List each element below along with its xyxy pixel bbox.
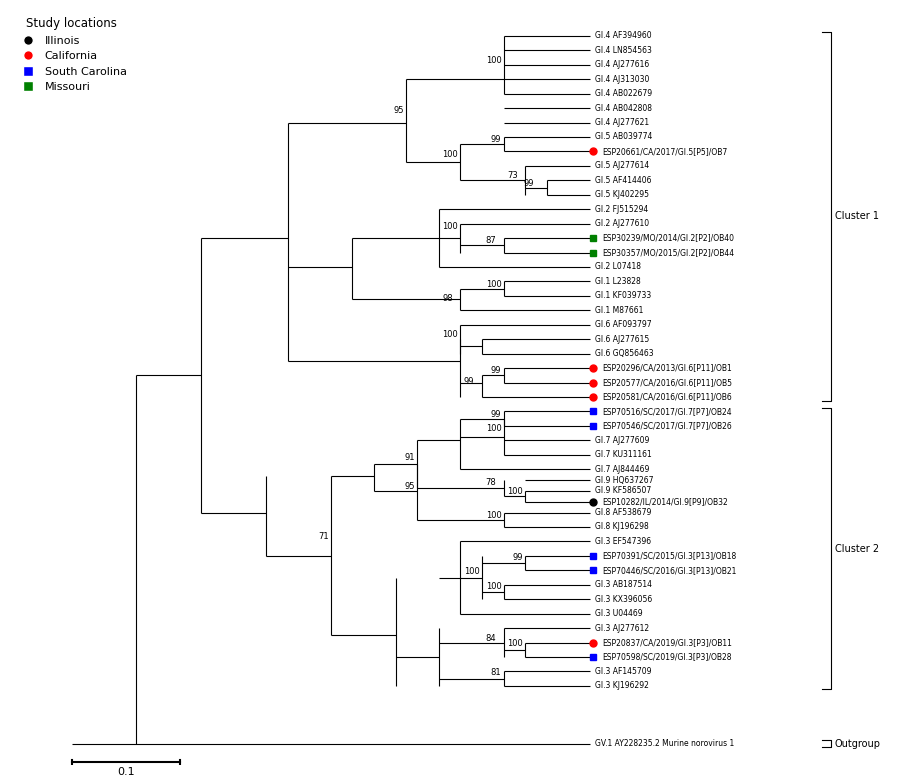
Text: GI.3 AJ277612: GI.3 AJ277612 — [595, 623, 650, 633]
Text: GI.8 AF538679: GI.8 AF538679 — [595, 508, 652, 517]
Text: ESP70446/SC/2016/GI.3[P13]/OB21: ESP70446/SC/2016/GI.3[P13]/OB21 — [602, 566, 736, 575]
Text: 100: 100 — [443, 150, 458, 158]
Text: GI.3 KJ196292: GI.3 KJ196292 — [595, 681, 649, 691]
Text: 100: 100 — [443, 222, 458, 230]
Text: ESP70391/SC/2015/GI.3[P13]/OB18: ESP70391/SC/2015/GI.3[P13]/OB18 — [602, 551, 736, 561]
Text: GI.1 L23828: GI.1 L23828 — [595, 277, 641, 286]
Text: GI.4 AJ313030: GI.4 AJ313030 — [595, 74, 650, 84]
Text: 99: 99 — [523, 179, 534, 187]
Text: 99: 99 — [512, 553, 523, 561]
Text: 99: 99 — [491, 409, 501, 419]
Text: ESP70516/SC/2017/GI.7[P7]/OB24: ESP70516/SC/2017/GI.7[P7]/OB24 — [602, 407, 732, 416]
Text: GI.4 AB042808: GI.4 AB042808 — [595, 103, 652, 113]
Text: GI.5 AF414406: GI.5 AF414406 — [595, 176, 652, 185]
Text: ESP30357/MO/2015/GI.2[P2]/OB44: ESP30357/MO/2015/GI.2[P2]/OB44 — [602, 248, 734, 257]
Text: 100: 100 — [486, 582, 501, 590]
Text: GI.2 L07418: GI.2 L07418 — [595, 263, 642, 271]
Text: 100: 100 — [486, 510, 501, 520]
Text: 100: 100 — [486, 424, 501, 433]
Text: Cluster 2: Cluster 2 — [835, 543, 879, 554]
Text: ESP70546/SC/2017/GI.7[P7]/OB26: ESP70546/SC/2017/GI.7[P7]/OB26 — [602, 421, 732, 430]
Text: 100: 100 — [464, 567, 480, 576]
Text: GV.1 AY228235.2 Murine norovirus 1: GV.1 AY228235.2 Murine norovirus 1 — [595, 739, 734, 748]
Text: 99: 99 — [491, 135, 501, 144]
Text: 78: 78 — [485, 478, 496, 487]
Text: 71: 71 — [318, 532, 328, 542]
Text: GI.7 KU311161: GI.7 KU311161 — [595, 450, 652, 459]
Text: ESP70598/SC/2019/GI.3[P3]/OB28: ESP70598/SC/2019/GI.3[P3]/OB28 — [602, 652, 732, 662]
Text: 73: 73 — [507, 171, 517, 180]
Text: 98: 98 — [442, 294, 453, 303]
Text: GI.2 AJ277610: GI.2 AJ277610 — [595, 219, 650, 228]
Text: ESP20581/CA/2016/GI.6[P11]/OB6: ESP20581/CA/2016/GI.6[P11]/OB6 — [602, 393, 732, 401]
Text: GI.4 AF394960: GI.4 AF394960 — [595, 31, 652, 40]
Text: GI.3 KX396056: GI.3 KX396056 — [595, 595, 652, 604]
Text: 100: 100 — [508, 639, 523, 648]
Text: GI.5 AJ277614: GI.5 AJ277614 — [595, 162, 650, 170]
Text: ESP30239/MO/2014/GI.2[P2]/OB40: ESP30239/MO/2014/GI.2[P2]/OB40 — [602, 234, 734, 242]
Text: 99: 99 — [464, 377, 474, 387]
Text: ESP20296/CA/2013/GI.6[P11]/OB1: ESP20296/CA/2013/GI.6[P11]/OB1 — [602, 364, 732, 372]
Text: GI.3 AF145709: GI.3 AF145709 — [595, 667, 652, 676]
Text: GI.4 LN854563: GI.4 LN854563 — [595, 45, 652, 55]
Text: 100: 100 — [443, 330, 458, 339]
Text: ESP20837/CA/2019/GI.3[P3]/OB11: ESP20837/CA/2019/GI.3[P3]/OB11 — [602, 638, 732, 647]
Text: GI.4 AJ277621: GI.4 AJ277621 — [595, 118, 650, 127]
Text: GI.4 AJ277616: GI.4 AJ277616 — [595, 60, 650, 69]
Text: 84: 84 — [485, 633, 496, 643]
Text: ESP20577/CA/2016/GI.6[P11]/OB5: ESP20577/CA/2016/GI.6[P11]/OB5 — [602, 378, 732, 387]
Text: GI.9 HQ637267: GI.9 HQ637267 — [595, 476, 653, 485]
Text: GI.3 AB187514: GI.3 AB187514 — [595, 580, 652, 590]
Text: 81: 81 — [491, 668, 501, 677]
Text: 95: 95 — [404, 482, 415, 491]
Text: ESP20661/CA/2017/GI.5[P5]/OB7: ESP20661/CA/2017/GI.5[P5]/OB7 — [602, 147, 727, 156]
Text: 87: 87 — [485, 236, 496, 245]
Text: GI.7 AJ844469: GI.7 AJ844469 — [595, 465, 650, 474]
Text: GI.6 AJ277615: GI.6 AJ277615 — [595, 335, 650, 343]
Text: GI.5 AB039774: GI.5 AB039774 — [595, 132, 652, 141]
Text: GI.9 KF586507: GI.9 KF586507 — [595, 486, 652, 495]
Text: GI.1 KF039733: GI.1 KF039733 — [595, 292, 652, 300]
Text: 100: 100 — [508, 488, 523, 496]
Text: GI.1 M87661: GI.1 M87661 — [595, 306, 643, 315]
Text: GI.3 U04469: GI.3 U04469 — [595, 609, 643, 618]
Text: 95: 95 — [393, 107, 404, 115]
Text: GI.2 FJ515294: GI.2 FJ515294 — [595, 205, 649, 214]
Text: Outgroup: Outgroup — [835, 739, 881, 749]
Text: 91: 91 — [404, 453, 415, 462]
Text: 100: 100 — [486, 280, 501, 289]
Text: GI.6 AF093797: GI.6 AF093797 — [595, 320, 652, 329]
Text: GI.4 AB022679: GI.4 AB022679 — [595, 89, 652, 98]
Legend: Illinois, California, South Carolina, Missouri: Illinois, California, South Carolina, Mi… — [13, 13, 131, 96]
Text: 0.1: 0.1 — [117, 768, 134, 778]
Text: 100: 100 — [486, 56, 501, 65]
Text: GI.6 GQ856463: GI.6 GQ856463 — [595, 349, 654, 358]
Text: 99: 99 — [491, 366, 501, 376]
Text: GI.7 AJ277609: GI.7 AJ277609 — [595, 436, 650, 445]
Text: GI.5 KJ402295: GI.5 KJ402295 — [595, 191, 649, 199]
Text: GI.8 KJ196298: GI.8 KJ196298 — [595, 522, 649, 532]
Text: GI.3 EF547396: GI.3 EF547396 — [595, 537, 652, 546]
Text: Cluster 1: Cluster 1 — [835, 212, 879, 221]
Text: ESP10282/IL/2014/GI.9[P9]/OB32: ESP10282/IL/2014/GI.9[P9]/OB32 — [602, 497, 727, 506]
